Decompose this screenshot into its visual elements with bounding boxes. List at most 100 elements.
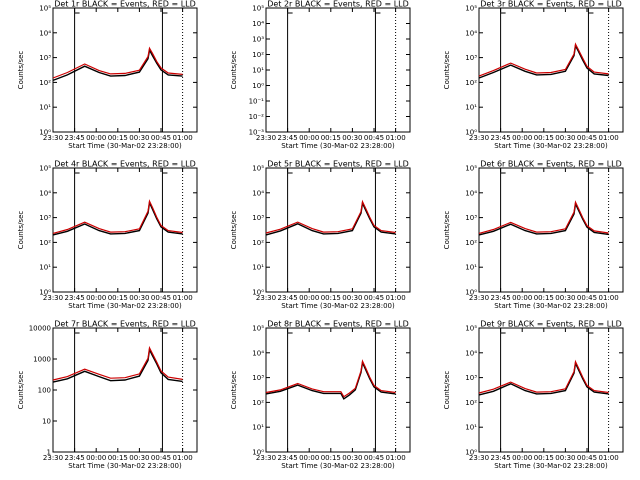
y-tick-label: 10⁰ xyxy=(252,289,264,297)
y-tick-label: 10¹ xyxy=(465,424,477,432)
y-tick-label: 10¹ xyxy=(252,424,264,432)
y-tick-label: 10¹ xyxy=(465,264,477,272)
x-axis-label: Start Time (30-Mar-02 23:28:00) xyxy=(494,302,608,310)
x-tick-label: 01:00 xyxy=(599,454,619,462)
y-tick-label: 10⁰ xyxy=(39,129,51,137)
y-tick-label: 10⁴ xyxy=(465,189,477,197)
y-tick-label: 1 xyxy=(47,449,51,457)
x-tick-label: 01:00 xyxy=(386,134,406,142)
y-tick-label: 10⁰ xyxy=(465,129,477,137)
y-tick-label: 10000 xyxy=(29,325,51,333)
y-tick-label: 10³ xyxy=(39,214,51,222)
y-tick-label: 10⁵ xyxy=(465,325,477,333)
x-axis-label: Start Time (30-Mar-02 23:28:00) xyxy=(68,142,182,150)
x-tick-label: 00:15 xyxy=(321,454,341,462)
y-tick-label: 100 xyxy=(38,387,51,395)
x-tick-label: 01:00 xyxy=(386,454,406,462)
y-tick-label: 10¹ xyxy=(252,67,264,75)
x-tick-label: 00:15 xyxy=(108,294,128,302)
x-tick-label: 00:30 xyxy=(129,454,149,462)
series-events-line xyxy=(52,47,183,82)
y-tick-label: 10⁻² xyxy=(249,113,265,121)
x-tick-label: 00:00 xyxy=(512,134,532,142)
plot-frame xyxy=(265,327,411,453)
x-tick-label: 00:00 xyxy=(299,134,319,142)
y-tick-label: 10⁴ xyxy=(252,349,264,357)
y-tick-label: 10⁵ xyxy=(252,5,264,13)
y-tick-label: 10⁵ xyxy=(465,165,477,173)
series-events-line xyxy=(265,200,396,236)
y-tick-label: 10 xyxy=(42,418,51,426)
y-tick-label: 10³ xyxy=(465,54,477,62)
x-tick-label: 00:15 xyxy=(108,134,128,142)
x-tick-label: 00:30 xyxy=(342,294,362,302)
x-tick-label: 00:45 xyxy=(364,134,384,142)
x-tick-label: 01:00 xyxy=(599,294,619,302)
x-tick-label: 01:00 xyxy=(599,134,619,142)
series-lld-line xyxy=(478,200,609,234)
x-tick-label: 23:45 xyxy=(278,294,298,302)
y-tick-label: 10³ xyxy=(465,214,477,222)
chart-title: Det 9r BLACK = Events, RED = LLD xyxy=(480,320,622,329)
x-tick-label: 00:30 xyxy=(555,134,575,142)
plot-frame xyxy=(478,167,624,293)
x-tick-label: 23:30 xyxy=(43,134,63,142)
y-tick-label: 10⁴ xyxy=(465,349,477,357)
series-lld-line xyxy=(52,199,183,234)
x-tick-label: 00:00 xyxy=(86,454,106,462)
y-tick-label: 10⁰ xyxy=(252,449,264,457)
x-tick-label: 00:45 xyxy=(364,454,384,462)
x-axis-label: Start Time (30-Mar-02 23:28:00) xyxy=(68,462,182,470)
y-tick-label: 10⁰ xyxy=(39,289,51,297)
x-tick-label: 23:30 xyxy=(469,294,489,302)
chart-title: Det 8r BLACK = Events, RED = LLD xyxy=(267,320,409,329)
chart-panel-4: Det 4r BLACK = Events, RED = LLD 10⁰ 10¹ 10… xyxy=(17,160,198,310)
x-tick-label: 23:30 xyxy=(256,134,276,142)
x-tick-label: 00:30 xyxy=(555,454,575,462)
x-tick-label: 00:00 xyxy=(299,294,319,302)
x-tick-label: 23:45 xyxy=(65,294,85,302)
y-axis-label: Counts/sec xyxy=(230,51,238,90)
y-tick-label: 10⁴ xyxy=(252,20,264,28)
y-tick-label: 1000 xyxy=(33,356,51,364)
plot-frame xyxy=(478,7,624,133)
chart-title: Det 3r BLACK = Events, RED = LLD xyxy=(480,0,622,9)
chart-title: Det 7r BLACK = Events, RED = LLD xyxy=(54,320,196,329)
chart-title: Det 2r BLACK = Events, RED = LLD xyxy=(267,0,409,9)
y-tick-label: 10⁻¹ xyxy=(249,98,265,106)
y-tick-label: 10⁵ xyxy=(252,165,264,173)
x-tick-label: 23:30 xyxy=(43,294,63,302)
chart-panel-7: Det 7r BLACK = Events, RED = LLD 1 10 100 10… xyxy=(17,320,198,470)
x-tick-label: 00:45 xyxy=(577,454,597,462)
y-tick-label: 10² xyxy=(465,239,477,247)
y-tick-label: 10² xyxy=(252,399,264,407)
x-tick-label: 00:45 xyxy=(364,294,384,302)
x-tick-label: 00:30 xyxy=(129,134,149,142)
y-tick-label: 10³ xyxy=(252,214,264,222)
chart-title: Det 4r BLACK = Events, RED = LLD xyxy=(54,160,196,169)
y-tick-label: 10² xyxy=(252,51,264,59)
y-axis-label: Counts/sec xyxy=(230,211,238,250)
y-tick-label: 10⁴ xyxy=(252,189,264,197)
plot-frame xyxy=(52,167,198,293)
series-lld-line xyxy=(478,359,609,394)
x-tick-label: 00:15 xyxy=(321,134,341,142)
x-axis-label: Start Time (30-Mar-02 23:28:00) xyxy=(281,302,395,310)
y-axis-label: Counts/sec xyxy=(17,51,25,90)
y-tick-label: 10⁵ xyxy=(39,5,51,13)
x-tick-label: 00:45 xyxy=(151,454,171,462)
y-axis-label: Counts/sec xyxy=(17,371,25,410)
x-tick-label: 00:15 xyxy=(534,454,554,462)
chart-panel-9: Det 9r BLACK = Events, RED = LLD 10⁰ 10¹ 10… xyxy=(443,320,624,470)
plot-frame xyxy=(265,167,411,293)
x-tick-label: 23:30 xyxy=(469,134,489,142)
y-tick-label: 10³ xyxy=(252,374,264,382)
chart-panel-1: Det 1r BLACK = Events, RED = LLD 10⁰ 10¹ 10… xyxy=(17,0,198,150)
chart-title: Det 1r BLACK = Events, RED = LLD xyxy=(54,0,196,9)
x-tick-label: 23:30 xyxy=(43,454,63,462)
y-tick-label: 10⁰ xyxy=(465,289,477,297)
y-axis-label: Counts/sec xyxy=(443,371,451,410)
x-tick-label: 00:00 xyxy=(299,454,319,462)
series-events-line xyxy=(52,347,183,383)
